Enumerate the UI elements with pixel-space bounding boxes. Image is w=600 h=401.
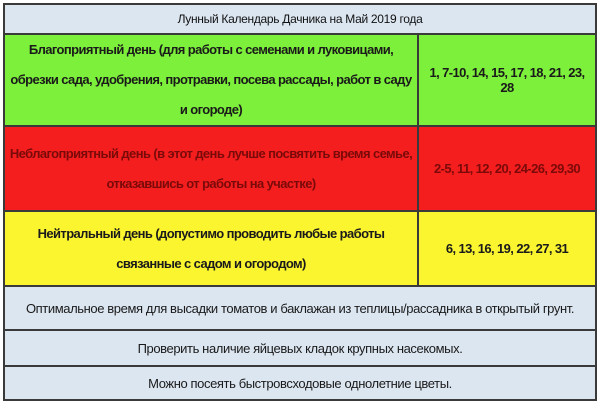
note-text: Можно посеять быстровсходовые однолетние… — [3, 365, 597, 401]
neutral-days: 6, 13, 16, 19, 22, 27, 31 — [417, 210, 597, 287]
neutral-description: Нейтральный день (допустимо проводить лю… — [3, 210, 419, 287]
favorable-description: Благоприятный день (для работы с семенам… — [3, 33, 419, 127]
favorable-row: Благоприятный день (для работы с семенам… — [3, 33, 597, 127]
favorable-days: 1, 7-10, 14, 15, 17, 18, 21, 23, 28 — [417, 33, 597, 127]
neutral-row: Нейтральный день (допустимо проводить лю… — [3, 210, 597, 287]
calendar-title: Лунный Календарь Дачника на Май 2019 год… — [3, 3, 597, 35]
note-text: Оптимальное время для высадки томатов и … — [3, 285, 597, 331]
note-row: Проверить наличие яйцевых кладок крупных… — [3, 329, 597, 367]
header-row: Лунный Календарь Дачника на Май 2019 год… — [3, 3, 597, 35]
note-row: Оптимальное время для высадки томатов и … — [3, 285, 597, 331]
lunar-calendar-table: Лунный Календарь Дачника на Май 2019 год… — [3, 3, 597, 401]
unfavorable-row: Неблагоприятный день (в этот день лучше … — [3, 125, 597, 212]
note-row: Можно посеять быстровсходовые однолетние… — [3, 365, 597, 401]
note-text: Проверить наличие яйцевых кладок крупных… — [3, 329, 597, 367]
unfavorable-description: Неблагоприятный день (в этот день лучше … — [3, 125, 419, 212]
unfavorable-days: 2-5, 11, 12, 20, 24-26, 29,30 — [417, 125, 597, 212]
